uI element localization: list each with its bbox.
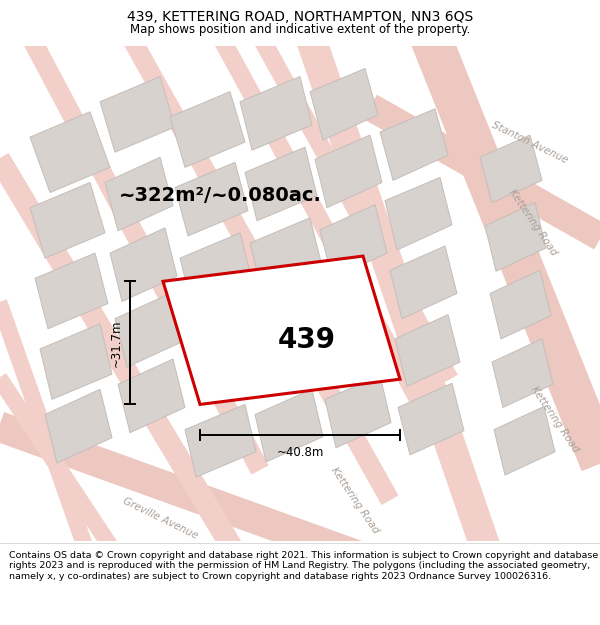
Polygon shape [494, 406, 555, 475]
Text: 439, KETTERING ROAD, NORTHAMPTON, NN3 6QS: 439, KETTERING ROAD, NORTHAMPTON, NN3 6Q… [127, 10, 473, 24]
Polygon shape [110, 228, 177, 301]
Polygon shape [163, 256, 400, 404]
Polygon shape [118, 359, 185, 432]
Text: Stanton Avenue: Stanton Avenue [490, 119, 569, 165]
Polygon shape [175, 162, 248, 236]
Polygon shape [185, 404, 256, 477]
Polygon shape [45, 389, 112, 463]
Polygon shape [380, 109, 448, 181]
Polygon shape [255, 389, 323, 462]
Polygon shape [395, 314, 460, 386]
Polygon shape [485, 202, 546, 271]
Polygon shape [398, 383, 464, 455]
Polygon shape [310, 69, 378, 140]
Text: Kettering Road: Kettering Road [507, 188, 559, 258]
Polygon shape [105, 158, 173, 231]
Text: Greville Avenue: Greville Avenue [121, 496, 199, 541]
Polygon shape [40, 324, 112, 399]
Text: ~322m²/~0.080ac.: ~322m²/~0.080ac. [119, 186, 322, 205]
Polygon shape [250, 217, 322, 291]
Text: ~31.7m: ~31.7m [110, 319, 122, 367]
Polygon shape [315, 135, 382, 208]
Polygon shape [390, 246, 457, 319]
Text: 439: 439 [277, 326, 335, 354]
Text: ~40.8m: ~40.8m [277, 446, 323, 459]
Polygon shape [480, 135, 542, 202]
Polygon shape [180, 233, 252, 306]
Polygon shape [325, 375, 391, 448]
Text: Kettering Road: Kettering Road [529, 384, 581, 454]
Text: Kettering Road: Kettering Road [329, 465, 381, 535]
Polygon shape [492, 339, 553, 408]
Polygon shape [385, 177, 452, 250]
Polygon shape [240, 76, 312, 150]
Polygon shape [115, 294, 182, 367]
Text: Contains OS data © Crown copyright and database right 2021. This information is : Contains OS data © Crown copyright and d… [9, 551, 598, 581]
Polygon shape [100, 76, 175, 152]
Polygon shape [30, 112, 110, 192]
Polygon shape [245, 147, 317, 221]
Text: Map shows position and indicative extent of the property.: Map shows position and indicative extent… [130, 23, 470, 36]
Polygon shape [35, 253, 108, 329]
Polygon shape [320, 204, 387, 278]
Polygon shape [490, 270, 551, 339]
Polygon shape [30, 182, 105, 258]
Polygon shape [170, 92, 245, 168]
